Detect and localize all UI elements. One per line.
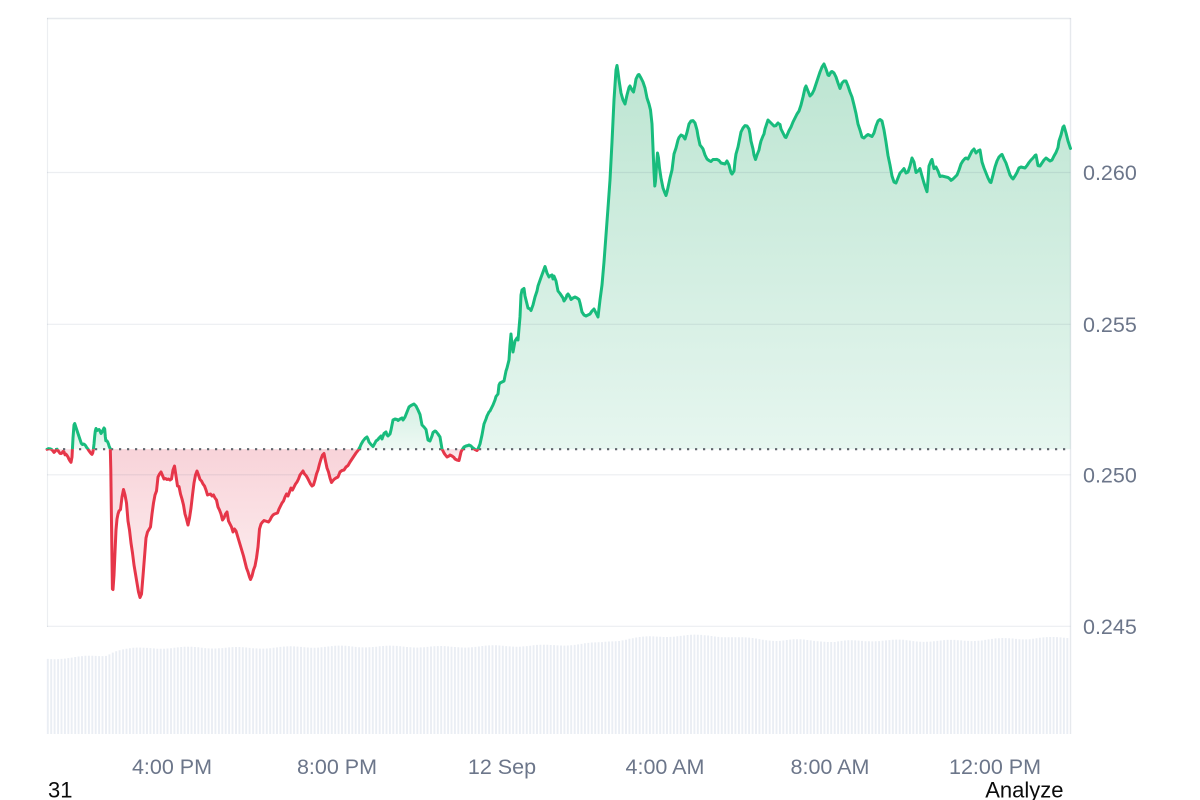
svg-text:8:00 PM: 8:00 PM <box>297 755 377 779</box>
svg-text:4:00 PM: 4:00 PM <box>132 755 212 779</box>
svg-text:31: 31 <box>48 778 72 800</box>
svg-text:Analyze: Analyze <box>985 778 1063 800</box>
svg-text:0.245: 0.245 <box>1083 615 1137 639</box>
svg-text:0.260: 0.260 <box>1083 161 1137 185</box>
svg-text:12 Sep: 12 Sep <box>468 755 536 779</box>
svg-text:12:00 PM: 12:00 PM <box>949 755 1041 779</box>
svg-text:0.255: 0.255 <box>1083 313 1137 337</box>
svg-text:8:00 AM: 8:00 AM <box>791 755 870 779</box>
svg-text:4:00 AM: 4:00 AM <box>626 755 705 779</box>
svg-text:0.250: 0.250 <box>1083 463 1137 487</box>
